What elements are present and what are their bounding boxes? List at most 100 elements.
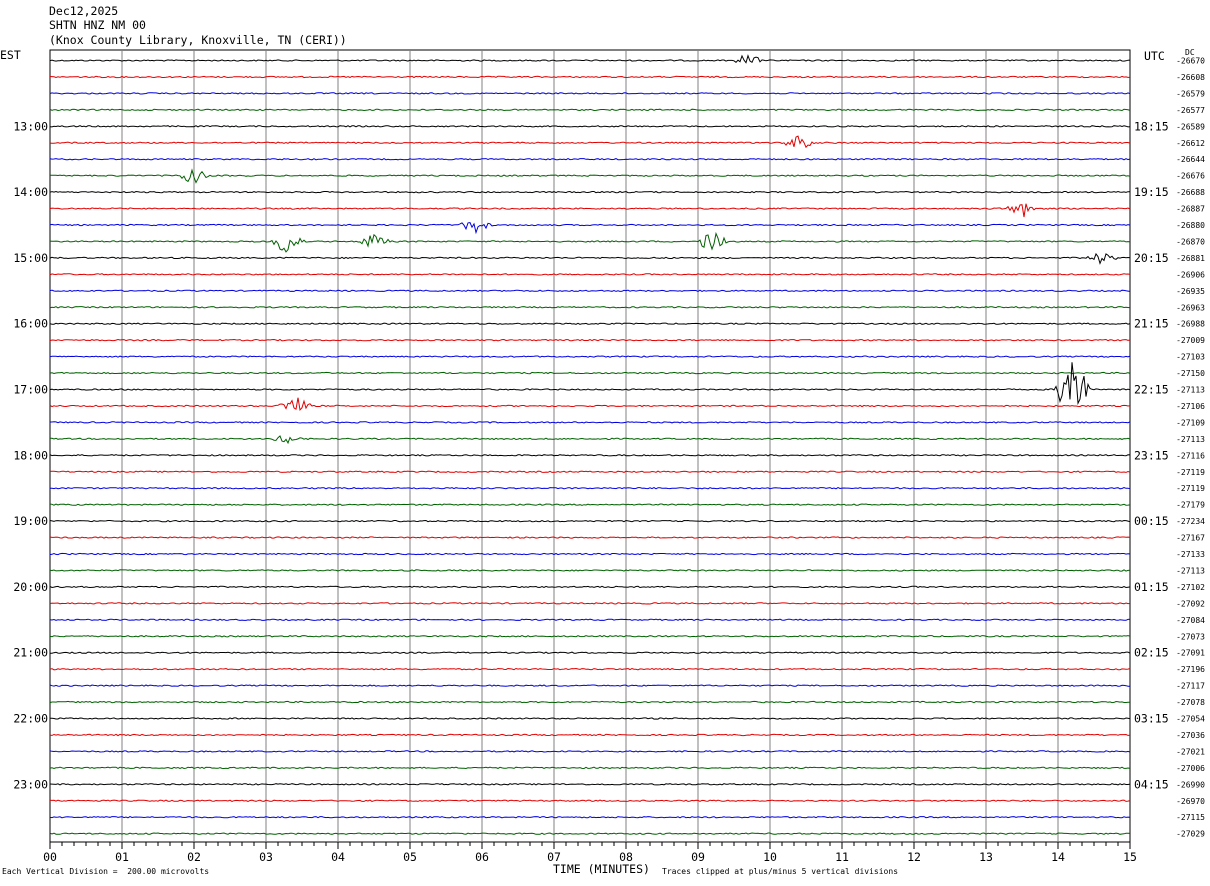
seismic-trace (49, 322, 1131, 325)
est-hour-label: 15:00 (13, 251, 48, 265)
seismic-trace (49, 355, 1131, 358)
seismic-trace (49, 602, 1131, 605)
seismic-trace (49, 470, 1131, 473)
seismic-trace (49, 371, 1131, 375)
dc-offset-label: -27106 (1176, 402, 1205, 411)
dc-offset-label: -26579 (1176, 89, 1205, 98)
seismic-trace (49, 252, 1131, 265)
dc-offset-label: -27234 (1176, 517, 1205, 526)
utc-hour-label: 01:15 (1134, 580, 1169, 594)
seismic-trace (49, 503, 1131, 506)
seismic-trace (49, 766, 1131, 770)
dc-offset-label: -26906 (1176, 270, 1205, 279)
utc-hour-label: 02:15 (1134, 646, 1169, 660)
seismic-trace (49, 783, 1131, 786)
seismic-trace (49, 338, 1131, 342)
seismic-trace (49, 435, 1131, 445)
x-tick-label: 15 (1123, 850, 1137, 864)
dc-offset-label: -27167 (1176, 534, 1205, 543)
dc-offset-label: -26988 (1176, 320, 1205, 329)
dc-offset-label: -27113 (1176, 566, 1205, 575)
dc-offset-label: -26870 (1176, 237, 1205, 246)
est-hour-label: 19:00 (13, 514, 48, 528)
seismic-trace (49, 135, 1131, 149)
utc-hour-label: 21:15 (1134, 317, 1169, 331)
dc-offset-label: -26608 (1176, 73, 1205, 82)
est-hour-label: 22:00 (13, 712, 48, 726)
seismic-trace (49, 75, 1130, 79)
dc-offset-label: -27117 (1176, 682, 1205, 691)
est-hour-label: 23:00 (13, 777, 48, 791)
x-tick-label: 04 (331, 850, 345, 864)
dc-offset-label: -26670 (1176, 57, 1205, 66)
station-location: (Knox County Library, Knoxville, TN (CER… (49, 33, 347, 47)
dc-offset-label: -27196 (1176, 665, 1205, 674)
left-timezone-label: EST (0, 48, 21, 62)
x-tick-label: 06 (475, 850, 489, 864)
utc-hour-label: 19:15 (1134, 185, 1169, 199)
chart-date: Dec12,2025 (49, 4, 119, 18)
dc-offset-label: -27119 (1176, 468, 1205, 477)
x-axis-title: TIME (MINUTES) (553, 862, 650, 876)
dc-offset-label: -26577 (1176, 106, 1205, 115)
seismic-trace (49, 519, 1131, 523)
dc-offset-label: -26612 (1176, 139, 1205, 148)
seismic-trace (49, 231, 1131, 253)
est-hour-label: 18:00 (13, 448, 48, 462)
dc-offset-label: -26970 (1176, 797, 1205, 806)
seismic-trace (49, 168, 1131, 184)
dc-offset-label: -27006 (1176, 764, 1205, 773)
vertical-division-note: Each Vertical Division = 200.00 microvol… (2, 867, 210, 876)
dc-offset-label: -26935 (1176, 287, 1205, 296)
dc-offset-label: -27115 (1176, 813, 1205, 822)
x-tick-label: 08 (619, 850, 633, 864)
dc-offset-label: -27091 (1176, 649, 1205, 658)
x-tick-label: 09 (691, 850, 705, 864)
dc-offset-label: -27009 (1176, 336, 1205, 345)
clip-note: Traces clipped at plus/minus 5 vertical … (662, 867, 899, 876)
dc-offset-label: -27150 (1176, 369, 1205, 378)
seismic-trace (49, 700, 1131, 704)
x-tick-label: 13 (979, 850, 993, 864)
seismic-trace (49, 54, 1131, 64)
x-tick-label: 10 (763, 850, 777, 864)
x-tick-label: 14 (1051, 850, 1065, 864)
dc-offset-label: -27119 (1176, 484, 1205, 493)
seismic-trace (49, 306, 1131, 309)
seismic-trace (49, 684, 1130, 687)
dc-offset-label: -27133 (1176, 550, 1205, 559)
seismic-trace (49, 92, 1131, 95)
dc-offset-label: -27021 (1176, 747, 1205, 756)
seismic-trace (49, 667, 1131, 671)
dc-offset-label: -26644 (1176, 155, 1205, 164)
seismic-trace (49, 289, 1131, 292)
est-hour-label: 16:00 (13, 317, 48, 331)
seismic-trace (50, 421, 1131, 424)
x-tick-label: 00 (43, 850, 57, 864)
dc-offset-label: -26881 (1176, 254, 1205, 263)
seismic-trace (49, 552, 1131, 556)
utc-hour-label: 18:15 (1134, 119, 1169, 133)
seismic-trace (49, 125, 1131, 128)
dc-offset-label: -26676 (1176, 172, 1205, 181)
seismic-trace (49, 799, 1131, 802)
dc-offset-label: -27078 (1176, 698, 1205, 707)
seismic-trace (49, 651, 1131, 654)
dc-offset-label: -27113 (1176, 386, 1205, 395)
utc-hour-label: 03:15 (1134, 712, 1169, 726)
seismic-trace (49, 635, 1131, 638)
seismic-trace (49, 454, 1131, 457)
dc-offset-label: -27113 (1176, 435, 1205, 444)
dc-offset-label: -27092 (1176, 599, 1205, 608)
seismic-trace (50, 487, 1131, 490)
utc-hour-label: 20:15 (1134, 251, 1169, 265)
seismic-trace (49, 362, 1131, 406)
dc-offset-label: -27036 (1176, 731, 1205, 740)
x-tick-label: 03 (259, 850, 273, 864)
dc-offset-label: -27116 (1176, 451, 1205, 460)
dc-label: DC (1185, 48, 1195, 57)
dc-offset-label: -27102 (1176, 583, 1205, 592)
dc-offset-label: -27029 (1176, 830, 1205, 839)
seismic-trace (49, 536, 1131, 539)
